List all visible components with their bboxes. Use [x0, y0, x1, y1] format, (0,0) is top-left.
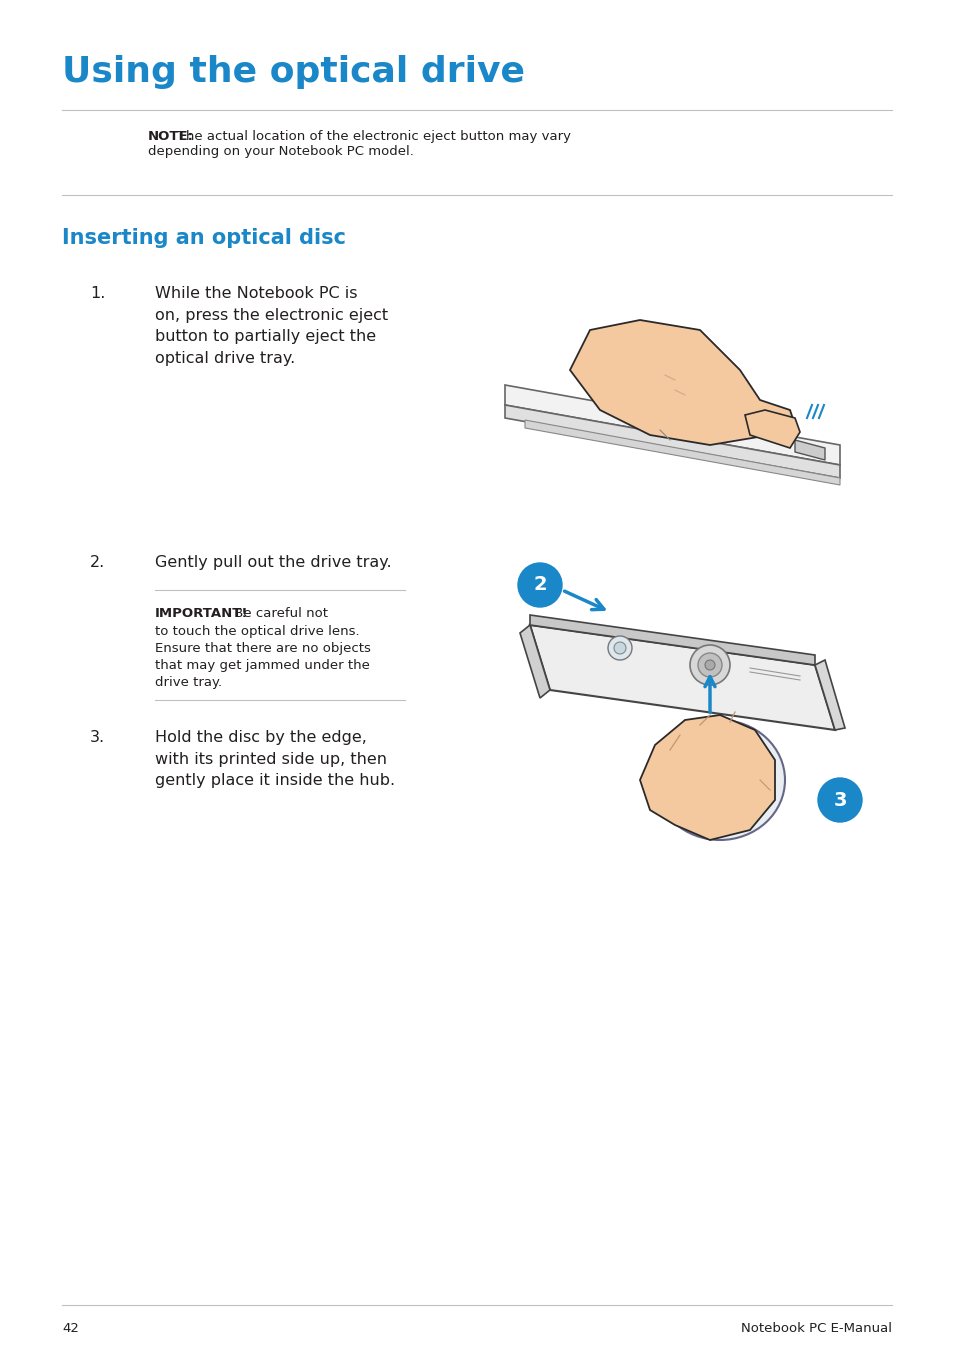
- Text: While the Notebook PC is
on, press the electronic eject
button to partially ejec: While the Notebook PC is on, press the e…: [154, 286, 388, 366]
- Circle shape: [517, 564, 561, 607]
- Circle shape: [817, 777, 862, 822]
- Polygon shape: [569, 320, 794, 445]
- Ellipse shape: [713, 775, 725, 785]
- Ellipse shape: [704, 767, 734, 794]
- Circle shape: [614, 642, 625, 654]
- Text: 2.: 2.: [90, 555, 105, 570]
- Text: Ensure that there are no objects: Ensure that there are no objects: [154, 642, 371, 655]
- Text: 42: 42: [62, 1322, 79, 1336]
- Text: Be careful not: Be careful not: [230, 607, 328, 620]
- Text: Notebook PC E-Manual: Notebook PC E-Manual: [740, 1322, 891, 1336]
- Polygon shape: [504, 385, 840, 465]
- Polygon shape: [504, 405, 840, 477]
- Text: Hold the disc by the edge,
with its printed side up, then
gently place it inside: Hold the disc by the edge, with its prin…: [154, 730, 395, 788]
- Ellipse shape: [655, 720, 784, 841]
- Text: 2: 2: [533, 576, 546, 594]
- Text: 3: 3: [832, 791, 846, 810]
- Polygon shape: [744, 410, 800, 448]
- Text: that may get jammed under the: that may get jammed under the: [154, 659, 370, 672]
- Text: NOTE:: NOTE:: [148, 130, 193, 143]
- Circle shape: [698, 654, 721, 677]
- Text: Using the optical drive: Using the optical drive: [62, 55, 524, 89]
- Polygon shape: [639, 716, 774, 841]
- Polygon shape: [519, 625, 550, 698]
- Circle shape: [704, 660, 714, 670]
- Polygon shape: [530, 615, 814, 664]
- Circle shape: [689, 646, 729, 685]
- Text: 1.: 1.: [90, 286, 105, 301]
- Polygon shape: [814, 660, 844, 730]
- Ellipse shape: [689, 752, 749, 807]
- Polygon shape: [524, 420, 840, 486]
- Polygon shape: [794, 440, 824, 460]
- Text: drive tray.: drive tray.: [154, 677, 222, 689]
- Text: 3.: 3.: [90, 730, 105, 745]
- Text: Inserting an optical disc: Inserting an optical disc: [62, 229, 346, 247]
- Text: IMPORTANT!: IMPORTANT!: [154, 607, 248, 620]
- Text: to touch the optical drive lens.: to touch the optical drive lens.: [154, 625, 359, 638]
- Polygon shape: [530, 625, 834, 730]
- Text: Gently pull out the drive tray.: Gently pull out the drive tray.: [154, 555, 392, 570]
- Circle shape: [607, 636, 631, 660]
- Text: The actual location of the electronic eject button may vary
depending on your No: The actual location of the electronic ej…: [148, 130, 571, 157]
